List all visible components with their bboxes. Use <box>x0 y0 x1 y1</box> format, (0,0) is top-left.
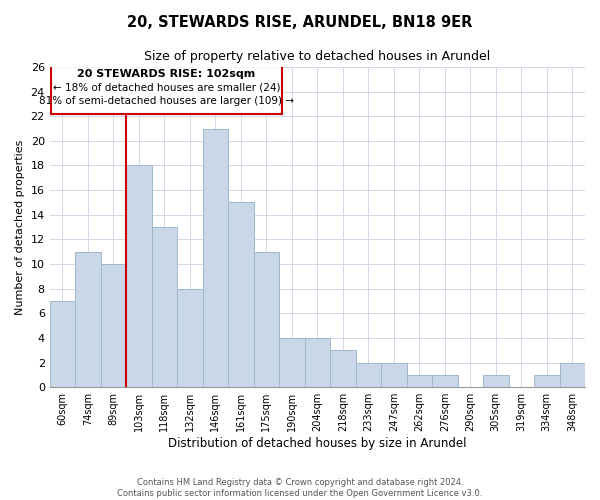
X-axis label: Distribution of detached houses by size in Arundel: Distribution of detached houses by size … <box>168 437 467 450</box>
Bar <box>177 288 203 387</box>
Text: Contains HM Land Registry data © Crown copyright and database right 2024.
Contai: Contains HM Land Registry data © Crown c… <box>118 478 482 498</box>
Bar <box>50 301 75 387</box>
Bar <box>407 375 432 387</box>
Title: Size of property relative to detached houses in Arundel: Size of property relative to detached ho… <box>144 50 490 63</box>
Bar <box>356 362 381 387</box>
Bar <box>381 362 407 387</box>
Bar <box>101 264 126 387</box>
Bar <box>483 375 509 387</box>
Bar <box>228 202 254 387</box>
FancyBboxPatch shape <box>51 66 281 114</box>
Bar <box>279 338 305 387</box>
Bar <box>560 362 585 387</box>
Bar <box>254 252 279 387</box>
Y-axis label: Number of detached properties: Number of detached properties <box>15 140 25 315</box>
Bar <box>305 338 330 387</box>
Text: 81% of semi-detached houses are larger (109) →: 81% of semi-detached houses are larger (… <box>39 96 294 106</box>
Bar <box>330 350 356 387</box>
Bar <box>152 227 177 387</box>
Bar <box>75 252 101 387</box>
Bar <box>126 166 152 387</box>
Bar <box>534 375 560 387</box>
Text: 20 STEWARDS RISE: 102sqm: 20 STEWARDS RISE: 102sqm <box>77 70 256 80</box>
Bar <box>432 375 458 387</box>
Bar <box>203 128 228 387</box>
Text: 20, STEWARDS RISE, ARUNDEL, BN18 9ER: 20, STEWARDS RISE, ARUNDEL, BN18 9ER <box>127 15 473 30</box>
Text: ← 18% of detached houses are smaller (24): ← 18% of detached houses are smaller (24… <box>53 83 280 93</box>
